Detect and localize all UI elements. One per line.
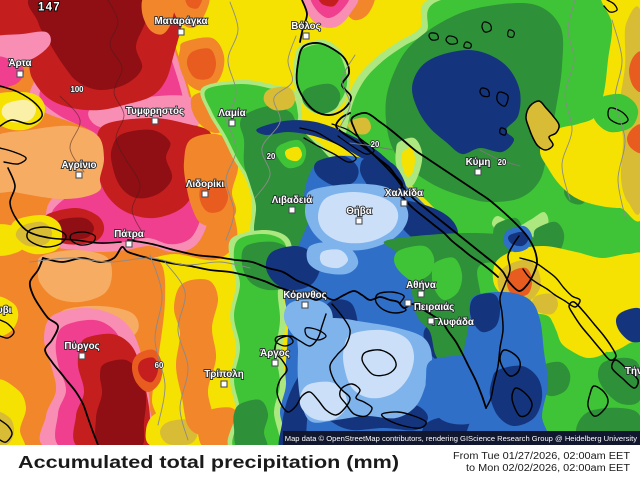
svg-text:Λαμία: Λαμία bbox=[218, 108, 245, 119]
svg-text:Ματαράγκα: Ματαράγκα bbox=[155, 16, 208, 27]
svg-text:60: 60 bbox=[155, 361, 164, 370]
svg-text:Άργος: Άργος bbox=[260, 348, 290, 359]
svg-text:Θήβα: Θήβα bbox=[346, 206, 372, 217]
svg-text:Κύμη: Κύμη bbox=[466, 157, 491, 168]
svg-text:Map data © OpenStreetMap contr: Map data © OpenStreetMap contributors, r… bbox=[285, 434, 637, 443]
svg-text:Τήν: Τήν bbox=[625, 366, 640, 377]
svg-text:20: 20 bbox=[371, 140, 380, 149]
svg-text:100: 100 bbox=[70, 85, 84, 94]
svg-text:20: 20 bbox=[498, 158, 507, 167]
svg-text:υβι: υβι bbox=[0, 305, 12, 316]
svg-text:Βόλος: Βόλος bbox=[291, 21, 320, 32]
svg-text:Λιδορίκι: Λιδορίκι bbox=[186, 179, 224, 190]
svg-text:Πειραιάς: Πειραιάς bbox=[414, 302, 454, 313]
svg-text:Αθήνα: Αθήνα bbox=[406, 280, 436, 291]
svg-text:Πάτρα: Πάτρα bbox=[114, 229, 144, 240]
svg-text:Αγρίνιο: Αγρίνιο bbox=[61, 160, 96, 171]
svg-text:20: 20 bbox=[267, 152, 276, 161]
svg-text:Γλυφάδα: Γλυφάδα bbox=[432, 317, 474, 328]
svg-text:Λιβαδειά: Λιβαδειά bbox=[272, 195, 313, 206]
svg-text:Χαλκίδα: Χαλκίδα bbox=[385, 188, 423, 199]
svg-text:Άρτα: Άρτα bbox=[9, 58, 32, 69]
svg-text:147: 147 bbox=[38, 2, 61, 14]
svg-text:to Mon 02/02/2026, 02:00am EET: to Mon 02/02/2026, 02:00am EET bbox=[466, 463, 630, 474]
svg-text:Τρίπολη: Τρίπολη bbox=[204, 369, 243, 380]
svg-text:From Tue 01/27/2026, 02:00am E: From Tue 01/27/2026, 02:00am EET bbox=[453, 451, 630, 462]
svg-text:Πύργος: Πύργος bbox=[64, 341, 99, 352]
svg-text:Τυμφρηστός: Τυμφρηστός bbox=[126, 106, 184, 117]
svg-text:Accumulated total precipitatio: Accumulated total precipitation (mm) bbox=[18, 452, 399, 472]
svg-text:Κόρινθος: Κόρινθος bbox=[283, 290, 326, 301]
